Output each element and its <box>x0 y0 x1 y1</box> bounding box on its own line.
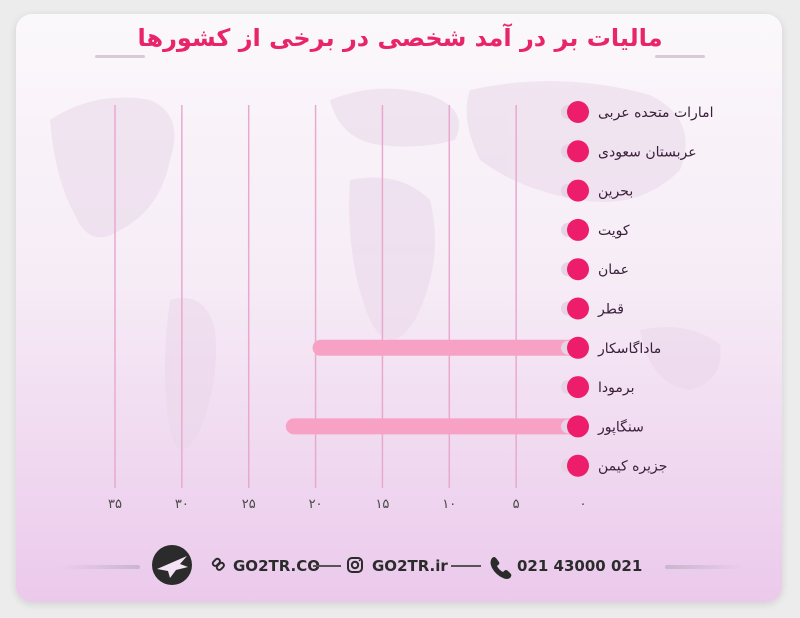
footer-decor-right <box>665 565 745 569</box>
category-label: عربستان سعودی <box>598 144 697 160</box>
x-tick-label: ۳۵ <box>108 497 122 512</box>
phone-icon[interactable] <box>490 557 512 579</box>
category-label: بحرین <box>598 184 633 200</box>
footer-decor-left <box>60 565 140 569</box>
category-label: جزیره کیمن <box>598 459 667 475</box>
chart-title: مالیات بر در آمد شخصی در برخی از کشورها <box>137 24 663 52</box>
category-label: سنگاپور <box>597 418 644 435</box>
title-decor-left <box>95 55 145 58</box>
category-label: ماداگاسکار <box>597 340 661 357</box>
x-tick-label: ۳۰ <box>175 497 189 512</box>
bar-marker <box>567 218 589 241</box>
bar <box>285 418 583 435</box>
bar-marker <box>567 179 589 202</box>
x-tick-label: ۲۵ <box>242 497 256 512</box>
footer-phone[interactable]: 021 43000 021 <box>517 557 643 575</box>
x-tick-label: ۵ <box>513 497 520 512</box>
footer-website[interactable]: GO2TR.CO <box>233 557 321 575</box>
category-label: کویت <box>598 223 630 239</box>
bar-marker <box>567 376 589 399</box>
category-label: قطر <box>597 302 624 318</box>
x-tick-label: ۱۵ <box>375 497 389 512</box>
footer-instagram[interactable]: GO2TR.ir <box>372 557 448 575</box>
bar <box>312 339 583 356</box>
footer-divider <box>451 565 481 567</box>
category-label: عمان <box>598 262 629 278</box>
bar-marker <box>567 336 589 359</box>
category-label: امارات متحده عربی <box>598 105 713 121</box>
link-icon[interactable] <box>211 557 225 571</box>
bar-marker <box>567 454 589 477</box>
title-decor-right <box>655 55 705 58</box>
bar-marker <box>567 258 589 281</box>
x-tick-label: ۰ <box>580 497 587 512</box>
x-tick-label: ۲۰ <box>309 497 323 512</box>
bar-marker <box>567 415 589 438</box>
bar-marker <box>567 101 589 123</box>
bar-marker <box>567 140 589 163</box>
category-label: برمودا <box>598 380 634 396</box>
bar-marker <box>567 297 589 320</box>
footer-divider <box>313 565 341 567</box>
logo-plane-icon <box>152 545 192 585</box>
instagram-icon[interactable] <box>347 557 363 573</box>
x-tick-label: ۱۰ <box>442 497 456 512</box>
